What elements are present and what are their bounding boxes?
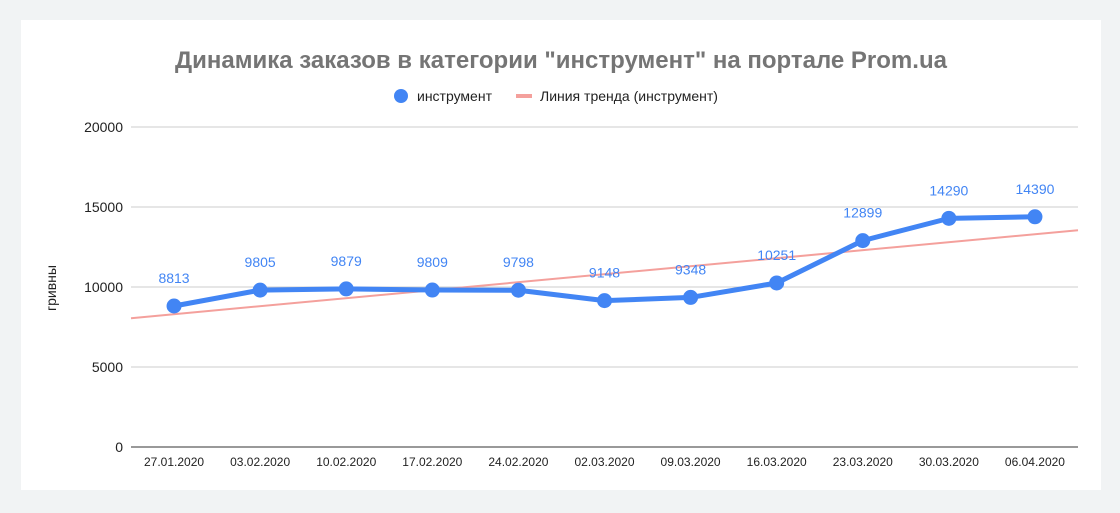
x-tick-label: 06.04.2020 [1005,455,1065,469]
data-label: 9809 [417,254,448,270]
data-point [855,233,871,249]
legend: инструмент Линия тренда (инструмент) [394,88,718,104]
data-label: 9805 [245,254,276,270]
y-axis-ticks: 0 5000 10000 15000 20000 [84,119,123,455]
legend-label-series: инструмент [417,88,493,104]
legend-marker-trendline [516,94,532,98]
chart-svg: Динамика заказов в категории "инструмент… [43,47,1079,469]
data-point [683,289,699,305]
data-point [597,293,612,309]
chart-title: Динамика заказов в категории "инструмент… [175,47,948,74]
x-tick-label: 09.03.2020 [661,455,721,469]
y-axis-label: гривны [43,265,59,311]
y-tick-label: 15000 [84,199,123,215]
x-tick-label: 16.03.2020 [747,455,807,469]
data-labels: 8813 9805 9879 9809 9798 9148 9348 10251 12899 14… [158,181,1054,286]
data-point [510,282,526,298]
trendline [130,229,1079,320]
y-tick-label: 20000 [84,119,123,135]
x-tick-label: 10.02.2020 [316,455,376,469]
data-label: 10251 [757,247,796,263]
data-label: 14390 [1015,181,1054,197]
series-group [166,209,1043,314]
x-tick-label: 17.02.2020 [402,455,462,469]
x-tick-label: 27.01.2020 [144,455,204,469]
x-tick-label: 03.02.2020 [230,455,290,469]
data-label: 9348 [675,261,706,277]
y-tick-label: 10000 [84,279,123,295]
data-label: 9148 [589,265,620,281]
x-tick-label: 02.03.2020 [574,455,634,469]
y-tick-label: 5000 [92,359,123,375]
x-tick-label: 23.03.2020 [833,455,893,469]
y-tick-label: 0 [115,439,123,455]
legend-marker-series [394,89,408,103]
trendline-group [130,229,1079,320]
data-point [252,282,268,298]
series-line [171,214,1038,309]
data-point [338,281,354,297]
data-label: 9879 [331,253,362,269]
data-point [769,275,785,291]
data-label: 9798 [503,254,534,270]
data-point [941,210,957,226]
data-point [1027,209,1043,225]
x-axis-ticks: 27.01.2020 03.02.2020 10.02.2020 17.02.2020… [144,455,1065,469]
data-label: 14290 [929,182,968,198]
chart-card: Динамика заказов в категории "инструмент… [21,20,1101,490]
data-point [166,298,182,314]
data-label: 12899 [843,205,882,221]
data-label: 8813 [158,270,189,286]
gridlines [131,126,1078,448]
x-tick-label: 30.03.2020 [919,455,979,469]
legend-label-trendline: Линия тренда (инструмент) [540,88,718,104]
x-tick-label: 24.02.2020 [488,455,548,469]
data-point [424,282,440,298]
